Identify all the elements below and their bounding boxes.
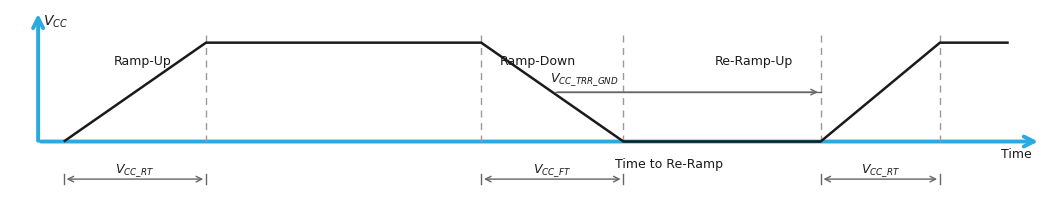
Text: $V_{CC\_RT}$: $V_{CC\_RT}$: [861, 161, 900, 178]
Text: Re-Ramp-Up: Re-Ramp-Up: [715, 55, 793, 68]
Text: Ramp-Up: Ramp-Up: [114, 55, 172, 68]
Text: $V_{CC}$: $V_{CC}$: [42, 14, 68, 30]
Text: Time to Re-Ramp: Time to Re-Ramp: [616, 157, 723, 170]
Text: $V_{CC\_TRR\_GND}$: $V_{CC\_TRR\_GND}$: [550, 71, 619, 88]
Text: $V_{CC\_FT}$: $V_{CC\_FT}$: [533, 161, 571, 178]
Text: Time: Time: [1001, 148, 1032, 161]
Text: $V_{CC\_RT}$: $V_{CC\_RT}$: [115, 161, 154, 178]
Text: Ramp-Down: Ramp-Down: [499, 55, 576, 68]
